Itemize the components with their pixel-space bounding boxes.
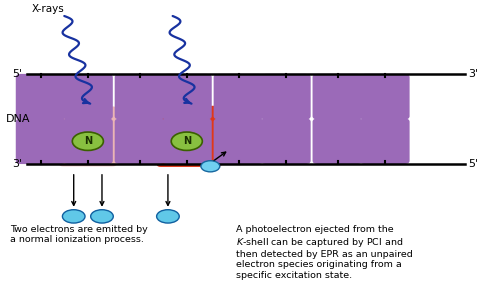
FancyBboxPatch shape: [214, 118, 264, 164]
FancyBboxPatch shape: [360, 74, 409, 120]
Text: 5': 5': [468, 159, 479, 168]
Text: Two electrons are emitted by
a normal ionization process.: Two electrons are emitted by a normal io…: [10, 225, 148, 244]
Circle shape: [156, 210, 179, 223]
Circle shape: [91, 210, 113, 223]
FancyBboxPatch shape: [261, 118, 311, 164]
FancyBboxPatch shape: [261, 74, 311, 120]
Circle shape: [201, 161, 220, 172]
Text: 3': 3': [468, 70, 479, 79]
Text: N: N: [84, 136, 92, 146]
FancyBboxPatch shape: [162, 74, 212, 120]
FancyBboxPatch shape: [360, 118, 409, 164]
Text: X-rays: X-rays: [31, 4, 64, 14]
FancyBboxPatch shape: [16, 118, 66, 164]
Text: 3': 3': [12, 159, 22, 168]
FancyBboxPatch shape: [63, 74, 113, 120]
Circle shape: [171, 132, 203, 150]
Text: 5': 5': [12, 70, 22, 79]
FancyBboxPatch shape: [115, 74, 165, 120]
FancyBboxPatch shape: [157, 106, 221, 167]
Text: N: N: [183, 136, 191, 146]
Text: A photoelectron ejected from the
$K$-shell can be captured by PCI and
then detec: A photoelectron ejected from the $K$-she…: [236, 225, 413, 280]
Circle shape: [62, 210, 85, 223]
Text: DNA: DNA: [5, 114, 30, 124]
FancyBboxPatch shape: [63, 118, 113, 164]
FancyBboxPatch shape: [312, 74, 362, 120]
FancyBboxPatch shape: [16, 74, 66, 120]
FancyBboxPatch shape: [59, 107, 117, 166]
FancyBboxPatch shape: [115, 118, 165, 164]
FancyBboxPatch shape: [214, 74, 264, 120]
Circle shape: [72, 132, 103, 150]
FancyBboxPatch shape: [312, 118, 362, 164]
FancyBboxPatch shape: [162, 118, 212, 164]
